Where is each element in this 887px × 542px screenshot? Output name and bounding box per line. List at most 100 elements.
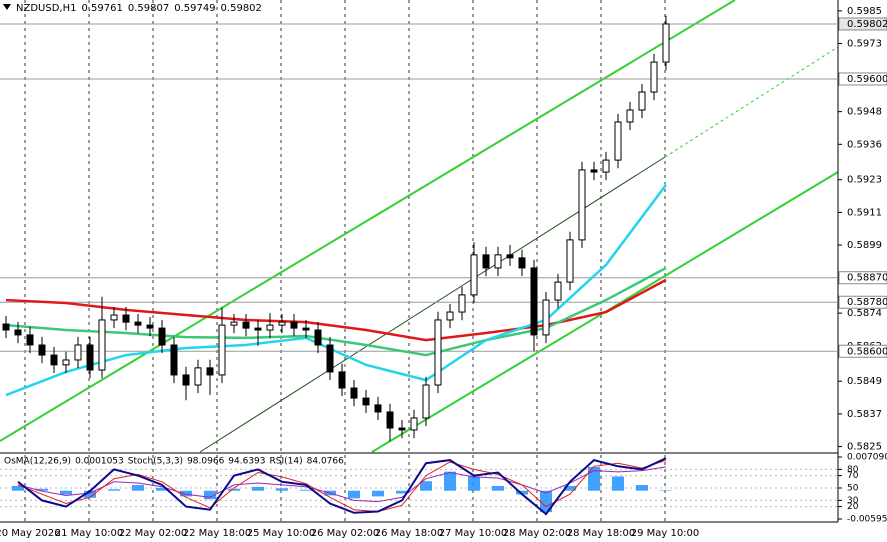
candle-body — [242, 321, 250, 329]
x-tick-label: 22 May 18:00 — [183, 528, 252, 539]
candle-body — [482, 254, 490, 269]
candle-body — [602, 159, 610, 173]
candle-body — [578, 169, 586, 241]
candle-body — [638, 91, 646, 111]
x-tick-label: 27 May 10:00 — [439, 528, 508, 539]
osma-bar — [588, 466, 600, 491]
candle-body — [494, 254, 502, 269]
candle-body — [350, 387, 358, 399]
y-tick-label: 0.007090 — [847, 453, 887, 463]
osma-bar — [132, 485, 144, 491]
y-tick-label: 0.5973 — [847, 39, 882, 50]
candle-body — [206, 367, 214, 376]
osma-bar — [60, 490, 72, 495]
osma-bar — [276, 488, 288, 491]
osma-bar — [84, 490, 96, 498]
candle-body — [614, 121, 622, 161]
x-tick-label: 25 May 10:00 — [247, 528, 316, 539]
level-label-box — [838, 72, 887, 86]
osma-bar — [252, 486, 264, 491]
candle-body — [182, 374, 190, 386]
candle-body — [398, 427, 406, 431]
menu-arrow[interactable] — [3, 4, 11, 10]
osma-bar — [444, 471, 456, 491]
y-tick-label: 0.5825 — [847, 442, 882, 453]
y-tick-label: 0.5948 — [847, 107, 882, 118]
osma-bar — [12, 485, 24, 491]
level-label: 0.58600 — [847, 346, 887, 357]
candle-body — [26, 334, 34, 346]
candle-body — [434, 319, 442, 386]
x-tick-label: 22 May 02:00 — [119, 528, 188, 539]
level-label-box — [838, 271, 887, 285]
x-tick-label: 21 May 10:00 — [55, 528, 124, 539]
candle-body — [650, 61, 658, 93]
osma-bar — [180, 490, 192, 497]
candle-body — [542, 299, 550, 336]
header-text: 0.59761 — [81, 3, 122, 14]
osma-bar — [396, 490, 408, 494]
candle-body — [38, 344, 46, 356]
indicator-line — [17, 457, 667, 516]
candle-body — [314, 329, 322, 346]
osma-bar — [636, 485, 648, 491]
candle-body — [14, 329, 22, 336]
y-tick-label: 0.5837 — [847, 409, 882, 420]
candle-body — [122, 314, 130, 323]
y-tick-label: 0.5923 — [847, 175, 882, 186]
osma-bar — [612, 476, 624, 491]
y-tick-label: 30 — [847, 496, 859, 506]
level-label-box — [838, 17, 887, 31]
indicator-header: 0.0001053 — [75, 457, 124, 467]
x-tick-label: 20 May 2026 — [0, 528, 61, 539]
x-tick-label: 26 May 18:00 — [375, 528, 444, 539]
indicator-header: Stoch(5,3,3) — [128, 457, 183, 467]
osma-bar — [156, 487, 168, 491]
y-tick-label: 0.5911 — [847, 207, 882, 218]
osma-bar — [36, 488, 48, 491]
y-tick-label: 0.5849 — [847, 376, 882, 387]
y-tick-label: 0.5899 — [847, 240, 882, 251]
indicator-header: OsMA(12,26,9) — [4, 457, 71, 467]
candle-body — [134, 321, 142, 326]
candle-body — [98, 319, 106, 371]
level-label-box — [838, 344, 887, 358]
level-label: 0.59600 — [847, 74, 887, 85]
candle-body — [2, 323, 10, 331]
candle-body — [530, 267, 538, 336]
candle-body — [86, 344, 94, 371]
y-tick-label: 50 — [847, 484, 859, 494]
level-label: 0.59802 — [847, 19, 887, 30]
candle-body — [170, 344, 178, 376]
indicator-header: 94.6393 — [228, 457, 265, 467]
candle-body — [50, 354, 58, 366]
grid-layer — [0, 0, 838, 522]
candle-body — [302, 327, 310, 331]
osma-bar — [228, 488, 240, 491]
candle-body — [74, 344, 82, 361]
moving-average — [5, 266, 667, 357]
x-tick-label: 29 May 10:00 — [631, 528, 700, 539]
osma-bar — [660, 490, 672, 491]
candle-body — [386, 411, 394, 429]
candle-body — [410, 417, 418, 431]
y-tick-label: 70 — [847, 471, 859, 481]
candle-body — [290, 321, 298, 329]
header-text: 0.59749 — [174, 3, 215, 14]
osma-bar — [348, 490, 360, 499]
channel-mid-line — [199, 156, 666, 453]
candle-body — [590, 169, 598, 173]
candle-body — [470, 254, 478, 296]
osma-bar — [564, 485, 576, 491]
candle-body — [266, 324, 274, 331]
candle-body — [146, 324, 154, 329]
osma-bar — [468, 476, 480, 491]
osma-bar — [204, 490, 216, 500]
header-text: 0.59807 — [128, 3, 169, 14]
channel-mid-extension — [664, 46, 839, 158]
candle-body — [554, 281, 562, 301]
candle-body — [62, 359, 70, 366]
candle-body — [374, 404, 382, 413]
osma-bar — [420, 481, 432, 491]
candle-body — [446, 311, 454, 321]
